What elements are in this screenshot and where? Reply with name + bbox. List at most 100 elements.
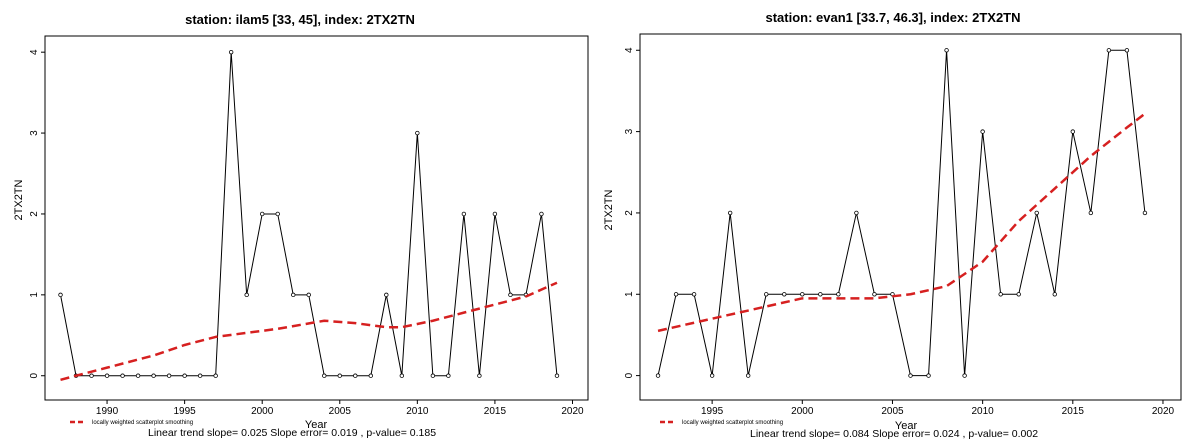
stats-text: Linear trend slope= 0.084 Slope error= 0…: [750, 428, 1038, 440]
data-line: [60, 52, 558, 377]
legend-label: locally weighted scatterplot smoothing: [92, 420, 193, 426]
data-point: [322, 373, 327, 378]
y-axis-label: 2TX2TN: [13, 179, 25, 220]
data-point: [135, 373, 141, 378]
x-tick-label: 2000: [251, 406, 274, 417]
data-point: [260, 211, 265, 217]
data-point: [655, 373, 661, 378]
x-axis-label: Year: [305, 419, 328, 431]
x-tick-label: 1995: [701, 406, 724, 417]
x-axis: 1990 1995 2000 2005 2010 2015 2020: [96, 400, 584, 417]
data-point: [104, 373, 110, 378]
data-point: [1052, 292, 1057, 297]
chart-title: station: ilam5 [33, 45], index: 2TX2TN: [185, 12, 415, 27]
data-point: [151, 373, 156, 378]
y-tick-label: 2: [29, 211, 40, 217]
data-point: [477, 373, 482, 378]
data-series: [655, 48, 1148, 378]
y-tick-label: 0: [624, 372, 635, 378]
data-point: [1124, 48, 1130, 53]
data-point: [446, 373, 451, 378]
y-tick-label: 3: [624, 128, 635, 134]
x-tick-label: 2015: [484, 406, 507, 417]
y-tick-label: 4: [29, 49, 40, 55]
data-point: [926, 373, 931, 378]
data-point: [1106, 48, 1112, 53]
data-point: [399, 373, 405, 378]
data-point: [709, 373, 715, 378]
smooth-line: [60, 281, 558, 381]
data-point: [836, 292, 841, 297]
data-point: [1142, 210, 1148, 216]
x-tick-label: 1995: [174, 406, 197, 417]
x-tick-label: 2000: [791, 406, 814, 417]
x-axis: 1995 2000 2005 2010 2015 2020: [701, 400, 1175, 417]
y-tick-label: 4: [624, 47, 635, 53]
data-point: [228, 49, 234, 55]
data-point: [800, 292, 805, 297]
data-point: [182, 373, 187, 378]
smooth-series: [60, 281, 558, 381]
data-point: [291, 292, 296, 298]
data-series: [58, 49, 560, 378]
chart-ilam5: station: ilam5 [33, 45], index: 2TX2TN 0…: [13, 12, 589, 439]
data-point: [908, 373, 913, 378]
y-axis: 0 1 2 3 4: [624, 47, 640, 378]
data-point: [1088, 210, 1094, 216]
data-point: [539, 211, 544, 217]
stats-text: Linear trend slope= 0.025 Slope error= 0…: [148, 427, 436, 439]
data-point: [746, 373, 751, 378]
data-point: [998, 292, 1003, 297]
x-tick-label: 2005: [881, 406, 904, 417]
y-tick-label: 3: [29, 130, 40, 136]
data-point: [1070, 129, 1075, 134]
y-tick-label: 1: [624, 291, 635, 297]
data-point: [1034, 210, 1039, 216]
x-tick-label: 2010: [972, 406, 995, 417]
data-point: [306, 292, 311, 298]
plot-frame: [44, 35, 589, 401]
y-tick-label: 1: [29, 292, 40, 298]
chart-evan1: station: evan1 [33.7, 46.3], index: 2TX2…: [603, 10, 1182, 440]
data-point: [944, 48, 949, 53]
y-tick-label: 0: [29, 373, 40, 379]
data-point: [508, 292, 513, 298]
data-point: [368, 373, 373, 378]
data-point: [872, 292, 877, 297]
data-point: [213, 373, 218, 378]
x-tick-label: 2015: [1062, 406, 1085, 417]
y-axis: 0 1 2 3 4: [29, 49, 45, 379]
data-point: [962, 373, 967, 378]
data-point: [764, 292, 769, 297]
data-point: [782, 292, 787, 297]
x-tick-label: 2010: [406, 406, 429, 417]
data-point: [818, 292, 823, 297]
x-tick-label: 1990: [96, 406, 119, 417]
data-point: [554, 373, 560, 378]
data-point: [120, 373, 125, 378]
y-tick-label: 2: [624, 210, 635, 216]
x-axis-label: Year: [895, 420, 918, 432]
x-tick-label: 2005: [329, 406, 352, 417]
data-point: [691, 292, 697, 297]
data-point: [1016, 292, 1021, 297]
data-point: [89, 373, 94, 378]
data-point: [166, 373, 172, 378]
data-point: [58, 292, 63, 298]
data-point: [353, 373, 358, 378]
plot-frame: [639, 33, 1182, 401]
chart-title: station: evan1 [33.7, 46.3], index: 2TX2…: [765, 10, 1020, 25]
data-point: [461, 211, 467, 217]
data-point: [492, 211, 498, 217]
smooth-series: [657, 112, 1146, 333]
data-point: [673, 292, 679, 297]
data-point: [854, 210, 859, 216]
data-point: [337, 373, 342, 378]
data-point: [430, 373, 436, 378]
data-point: [197, 373, 203, 378]
smooth-line: [657, 112, 1146, 333]
data-point: [980, 129, 985, 134]
data-point: [244, 292, 249, 298]
data-point: [415, 130, 420, 136]
